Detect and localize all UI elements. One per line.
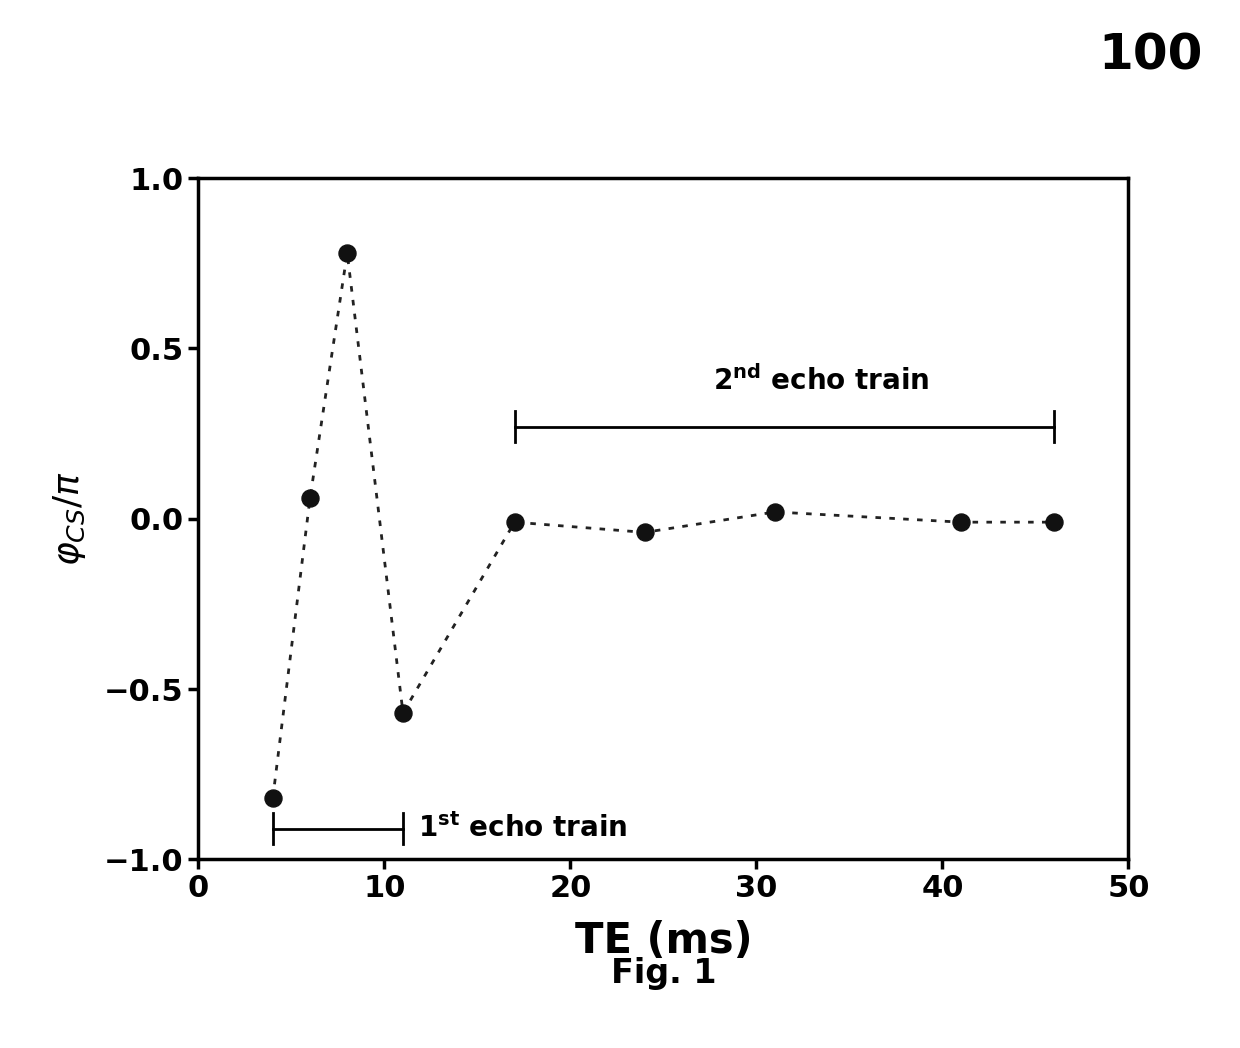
Point [635, 524, 655, 541]
Point [337, 245, 357, 262]
Point [765, 504, 785, 521]
Point [393, 704, 413, 721]
X-axis label: TE (ms): TE (ms) [574, 919, 753, 962]
Point [300, 489, 320, 506]
Point [951, 514, 971, 530]
Y-axis label: $\varphi_{CS}/\pi$: $\varphi_{CS}/\pi$ [51, 472, 88, 566]
Text: 2$^{\mathregular{nd}}$ echo train: 2$^{\mathregular{nd}}$ echo train [713, 366, 930, 396]
Point [263, 790, 283, 807]
Text: 100: 100 [1099, 31, 1203, 80]
Point [1044, 514, 1064, 530]
Text: 1$^{\mathregular{st}}$ echo train: 1$^{\mathregular{st}}$ echo train [418, 814, 627, 844]
Text: Fig. 1: Fig. 1 [610, 958, 717, 990]
Point [505, 514, 525, 530]
